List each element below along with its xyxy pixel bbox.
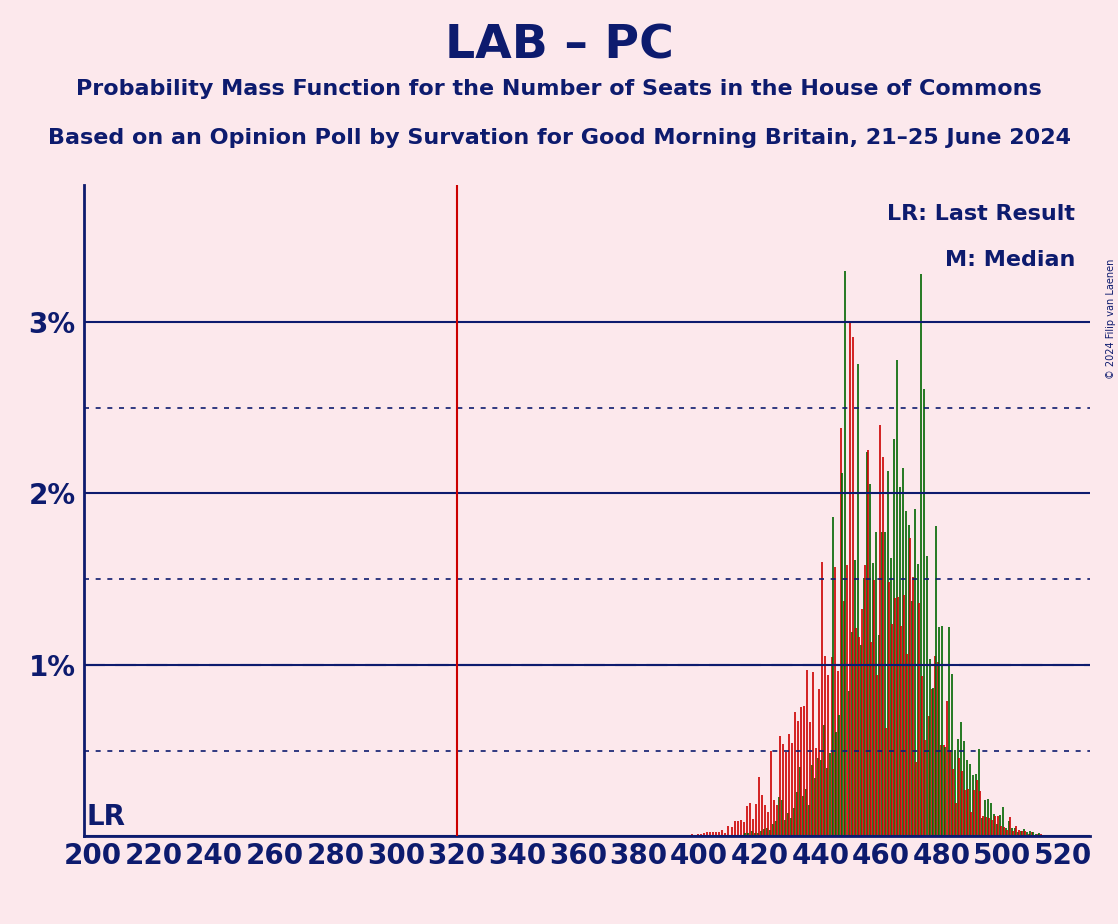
Text: Probability Mass Function for the Number of Seats in the House of Commons: Probability Mass Function for the Number…	[76, 79, 1042, 99]
Text: Based on an Opinion Poll by Survation for Good Morning Britain, 21–25 June 2024: Based on an Opinion Poll by Survation fo…	[47, 128, 1071, 148]
Text: © 2024 Filip van Laenen: © 2024 Filip van Laenen	[1106, 259, 1116, 379]
Text: LR: Last Result: LR: Last Result	[887, 204, 1074, 225]
Text: LAB – PC: LAB – PC	[445, 23, 673, 68]
Text: M: Median: M: Median	[945, 249, 1074, 270]
Text: LR: LR	[87, 803, 126, 831]
